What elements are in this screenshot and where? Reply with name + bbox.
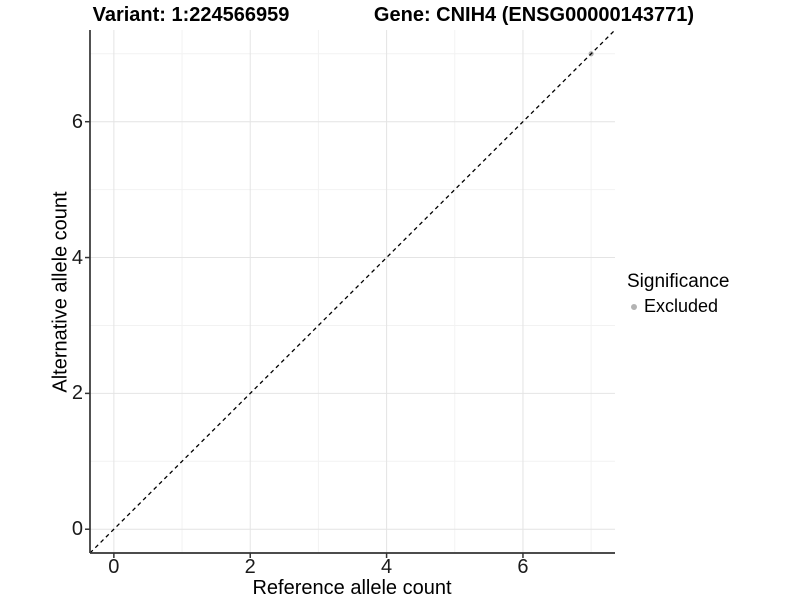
legend: Significance Excluded — [627, 271, 729, 317]
legend-title: Significance — [627, 271, 730, 292]
x-axis-title: Reference allele count — [252, 577, 452, 599]
x-tick-label: 0 — [108, 556, 120, 578]
identity-reference-line — [89, 29, 616, 554]
y-tick-label: 2 — [71, 382, 83, 405]
plot-title-gene: Gene: CNIH4 (ENSG00000143771) — [373, 4, 695, 26]
y-axis-title: Alternative allele count — [49, 191, 72, 393]
y-tick-label: 6 — [71, 110, 83, 133]
legend-items: Excluded — [627, 296, 729, 317]
legend-item-label: Excluded — [644, 296, 719, 316]
y-tick-label: 0 — [71, 518, 83, 541]
plot-title-variant: Variant: 1:224566959 — [92, 4, 290, 26]
y-tick-label: 4 — [71, 246, 83, 269]
x-tick-label: 4 — [381, 556, 393, 578]
x-tick-label: 2 — [244, 556, 256, 578]
legend-item-excluded: Excluded — [627, 296, 729, 317]
circle-icon — [627, 300, 641, 314]
x-tick-label: 6 — [517, 556, 529, 578]
